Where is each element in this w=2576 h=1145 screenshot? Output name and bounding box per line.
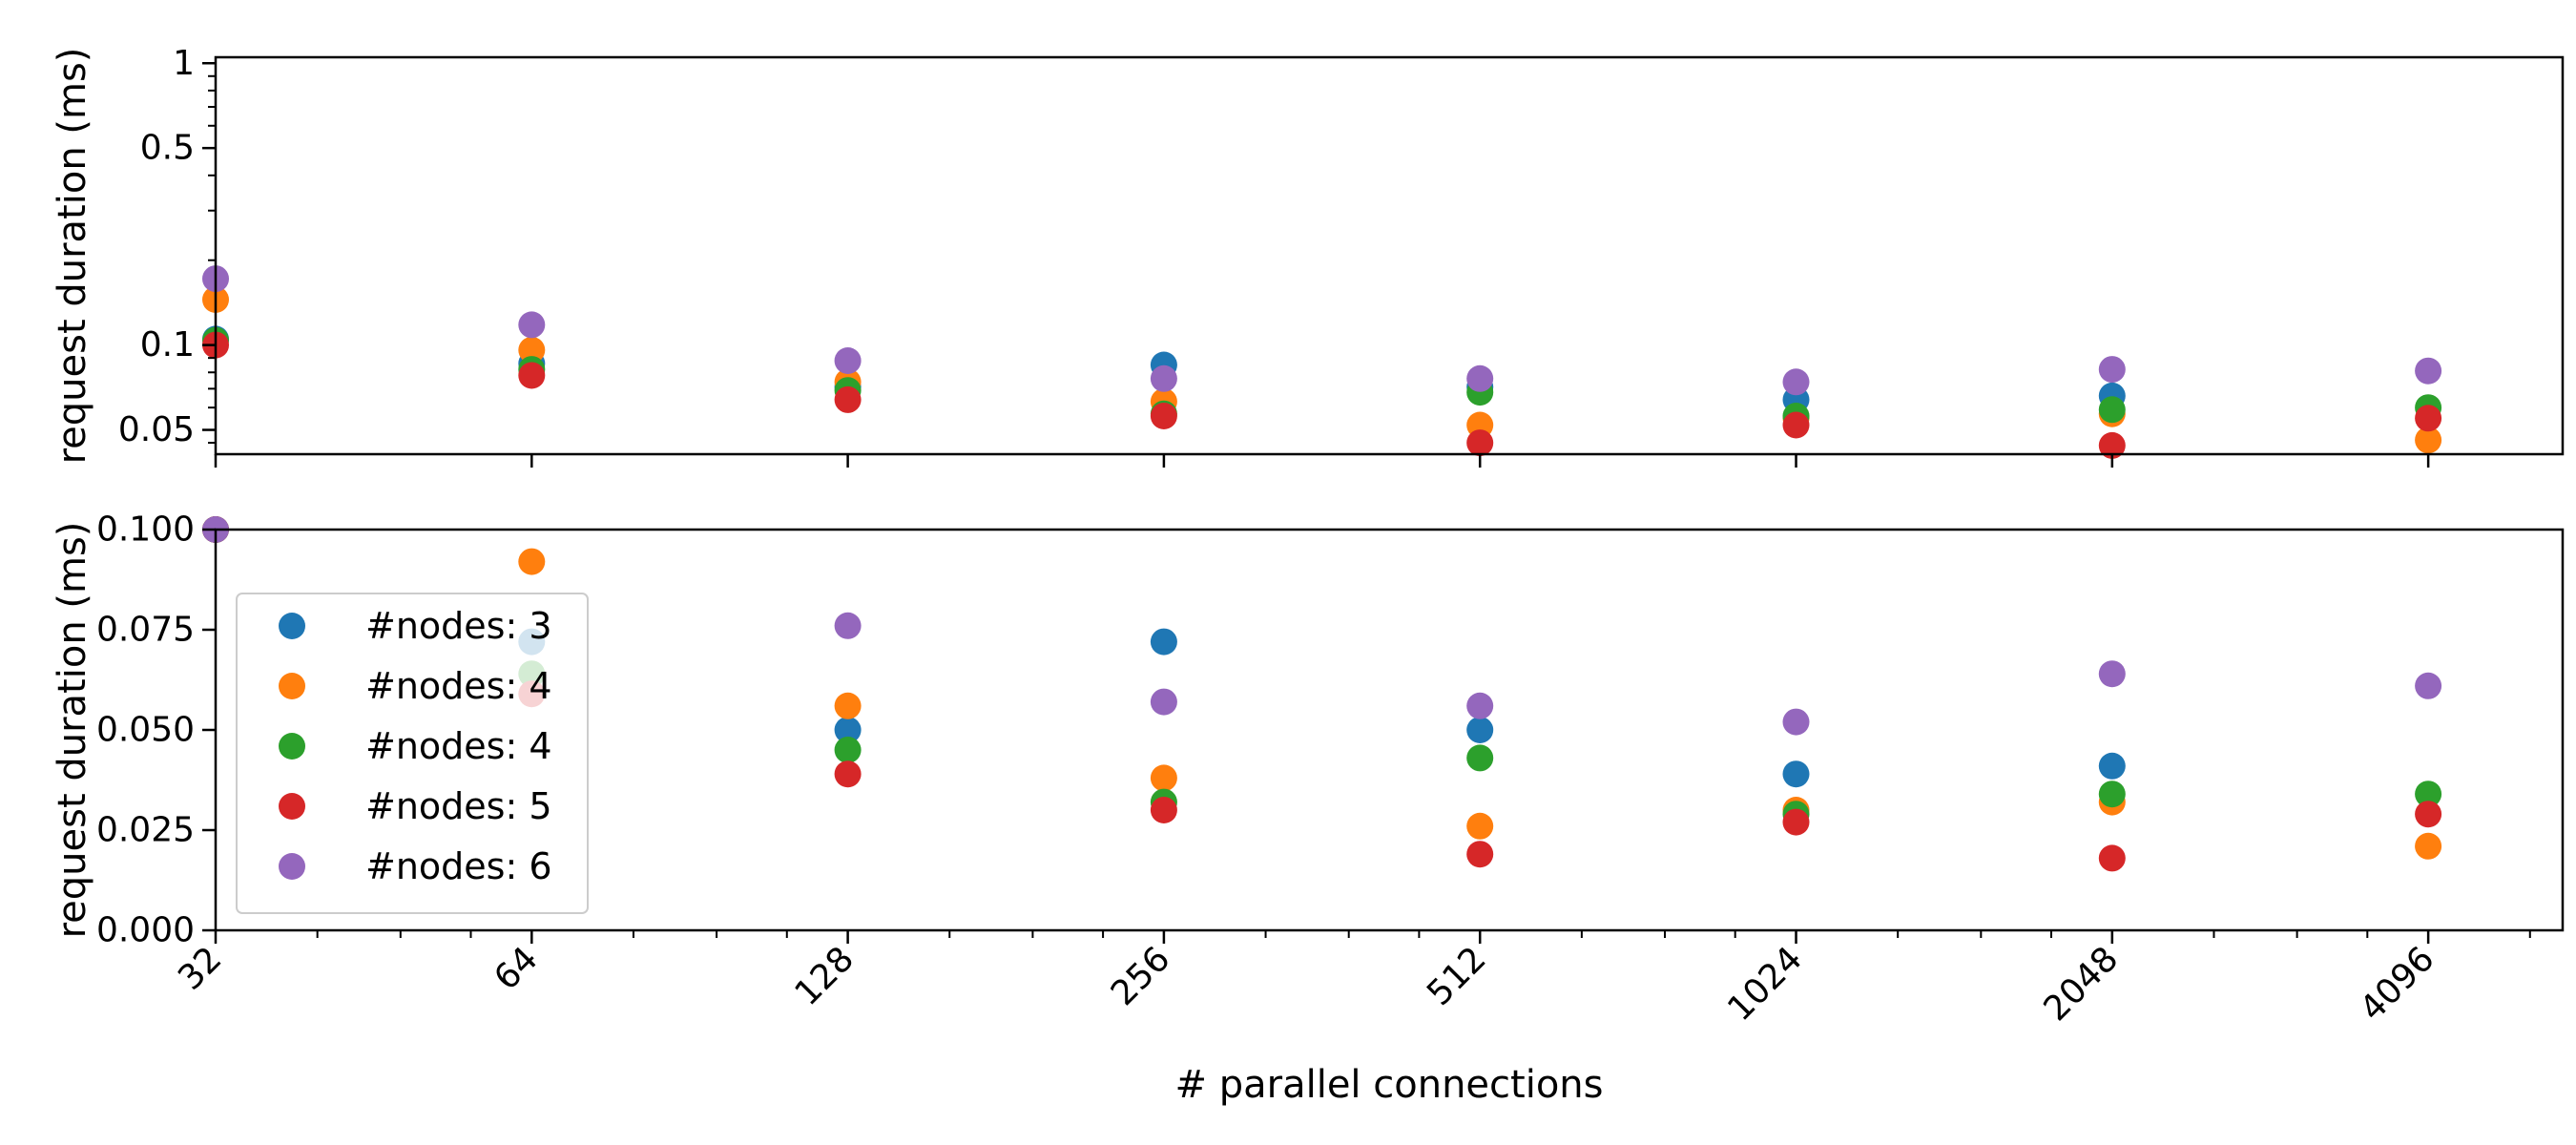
data-point xyxy=(518,548,546,575)
data-point xyxy=(1782,411,1810,439)
data-point xyxy=(1782,760,1810,788)
legend-marker xyxy=(279,793,305,820)
data-point xyxy=(2415,672,2442,699)
data-point xyxy=(834,717,862,743)
y-tick-label: 0.05 xyxy=(118,410,195,449)
legend-label: #nodes: 3 xyxy=(365,605,552,647)
legend-marker xyxy=(279,613,305,639)
y-tick-label: 0.000 xyxy=(96,911,195,950)
legend: #nodes: 3 #nodes: 4 #nodes: 4 #nodes: 5 #nod… xyxy=(236,593,589,914)
x-tick-label: 128 xyxy=(788,940,862,1014)
x-axis-label: # parallel connections xyxy=(1175,1063,1604,1107)
data-point xyxy=(2098,431,2126,459)
x-tick-label: 256 xyxy=(1104,940,1178,1014)
y-tick-label: 0.1 xyxy=(140,325,195,364)
data-point xyxy=(2098,844,2126,872)
y-tick-label: 1 xyxy=(173,44,195,83)
data-point xyxy=(1150,688,1177,716)
data-point xyxy=(1150,403,1177,429)
y-tick-label: 0.5 xyxy=(140,129,195,168)
data-point xyxy=(834,737,862,763)
data-point xyxy=(1466,841,1494,868)
data-point xyxy=(2415,405,2442,432)
top-y-axis-label: request duration (ms) xyxy=(51,48,94,465)
data-point xyxy=(2415,781,2442,808)
data-point xyxy=(834,760,862,788)
bottom-panel: 32 64 128 256 512 1024 2048 40960.0000.0250.050… xyxy=(96,510,2565,1030)
x-tick-label: 2048 xyxy=(2037,940,2127,1030)
x-tick-label: 1024 xyxy=(1720,940,1810,1030)
data-point xyxy=(1466,692,1494,719)
data-point xyxy=(1466,364,1494,392)
data-point xyxy=(1466,429,1494,457)
data-point xyxy=(2415,832,2442,860)
data-point xyxy=(834,385,862,413)
data-point xyxy=(1782,368,1810,396)
data-point xyxy=(2415,801,2442,828)
data-point xyxy=(1782,808,1810,836)
legend-label: #nodes: 6 xyxy=(365,845,552,887)
data-point xyxy=(1466,812,1494,840)
data-point xyxy=(834,692,862,719)
data-point xyxy=(1466,744,1494,772)
data-point xyxy=(1150,628,1177,656)
data-point xyxy=(1150,364,1177,392)
y-tick-label: 0.075 xyxy=(96,611,195,650)
data-point xyxy=(2415,427,2442,454)
top-panel: 1 0.5 0.1 0.05 xyxy=(118,44,2565,468)
legend-marker xyxy=(279,733,305,760)
data-point xyxy=(518,336,546,364)
bottom-y-axis-label: request duration (ms) xyxy=(51,522,94,939)
data-point xyxy=(1782,708,1810,736)
legend-box xyxy=(236,593,589,914)
y-tick-label: 0.025 xyxy=(96,811,195,850)
data-point xyxy=(1150,797,1177,823)
legend-label: #nodes: 4 xyxy=(365,665,552,707)
data-point xyxy=(2415,357,2442,385)
data-point xyxy=(2098,781,2126,808)
data-point xyxy=(834,612,862,639)
data-point xyxy=(2098,752,2126,780)
legend-label: #nodes: 4 xyxy=(365,725,552,767)
data-point xyxy=(1466,717,1494,743)
y-tick-label: 0.100 xyxy=(96,510,195,550)
data-point xyxy=(834,347,862,374)
x-tick-label: 512 xyxy=(1420,940,1494,1014)
data-point xyxy=(1150,764,1177,792)
x-tick-label: 64 xyxy=(487,940,545,998)
plot-frame xyxy=(214,55,2565,456)
data-point xyxy=(518,362,546,389)
legend-marker xyxy=(279,853,305,880)
data-point xyxy=(518,311,546,339)
y-tick-label: 0.050 xyxy=(96,711,195,750)
legend-marker xyxy=(279,673,305,699)
x-tick-label: 4096 xyxy=(2353,940,2442,1030)
data-point xyxy=(2098,396,2126,424)
data-point xyxy=(2098,356,2126,384)
legend-label: #nodes: 5 xyxy=(365,785,552,827)
data-point xyxy=(2098,660,2126,688)
